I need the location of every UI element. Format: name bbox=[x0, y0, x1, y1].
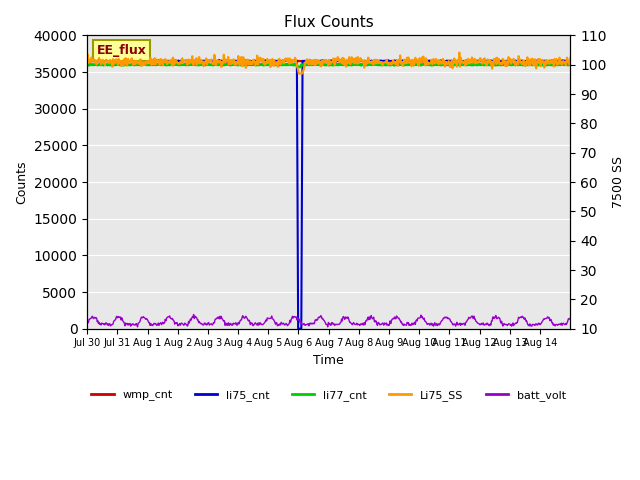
Text: EE_flux: EE_flux bbox=[97, 44, 147, 57]
X-axis label: Time: Time bbox=[314, 354, 344, 367]
Y-axis label: 7500 SS: 7500 SS bbox=[612, 156, 625, 208]
Y-axis label: Counts: Counts bbox=[15, 160, 28, 204]
Legend: wmp_cnt, li75_cnt, li77_cnt, Li75_SS, batt_volt: wmp_cnt, li75_cnt, li77_cnt, Li75_SS, ba… bbox=[87, 385, 570, 405]
Title: Flux Counts: Flux Counts bbox=[284, 15, 374, 30]
